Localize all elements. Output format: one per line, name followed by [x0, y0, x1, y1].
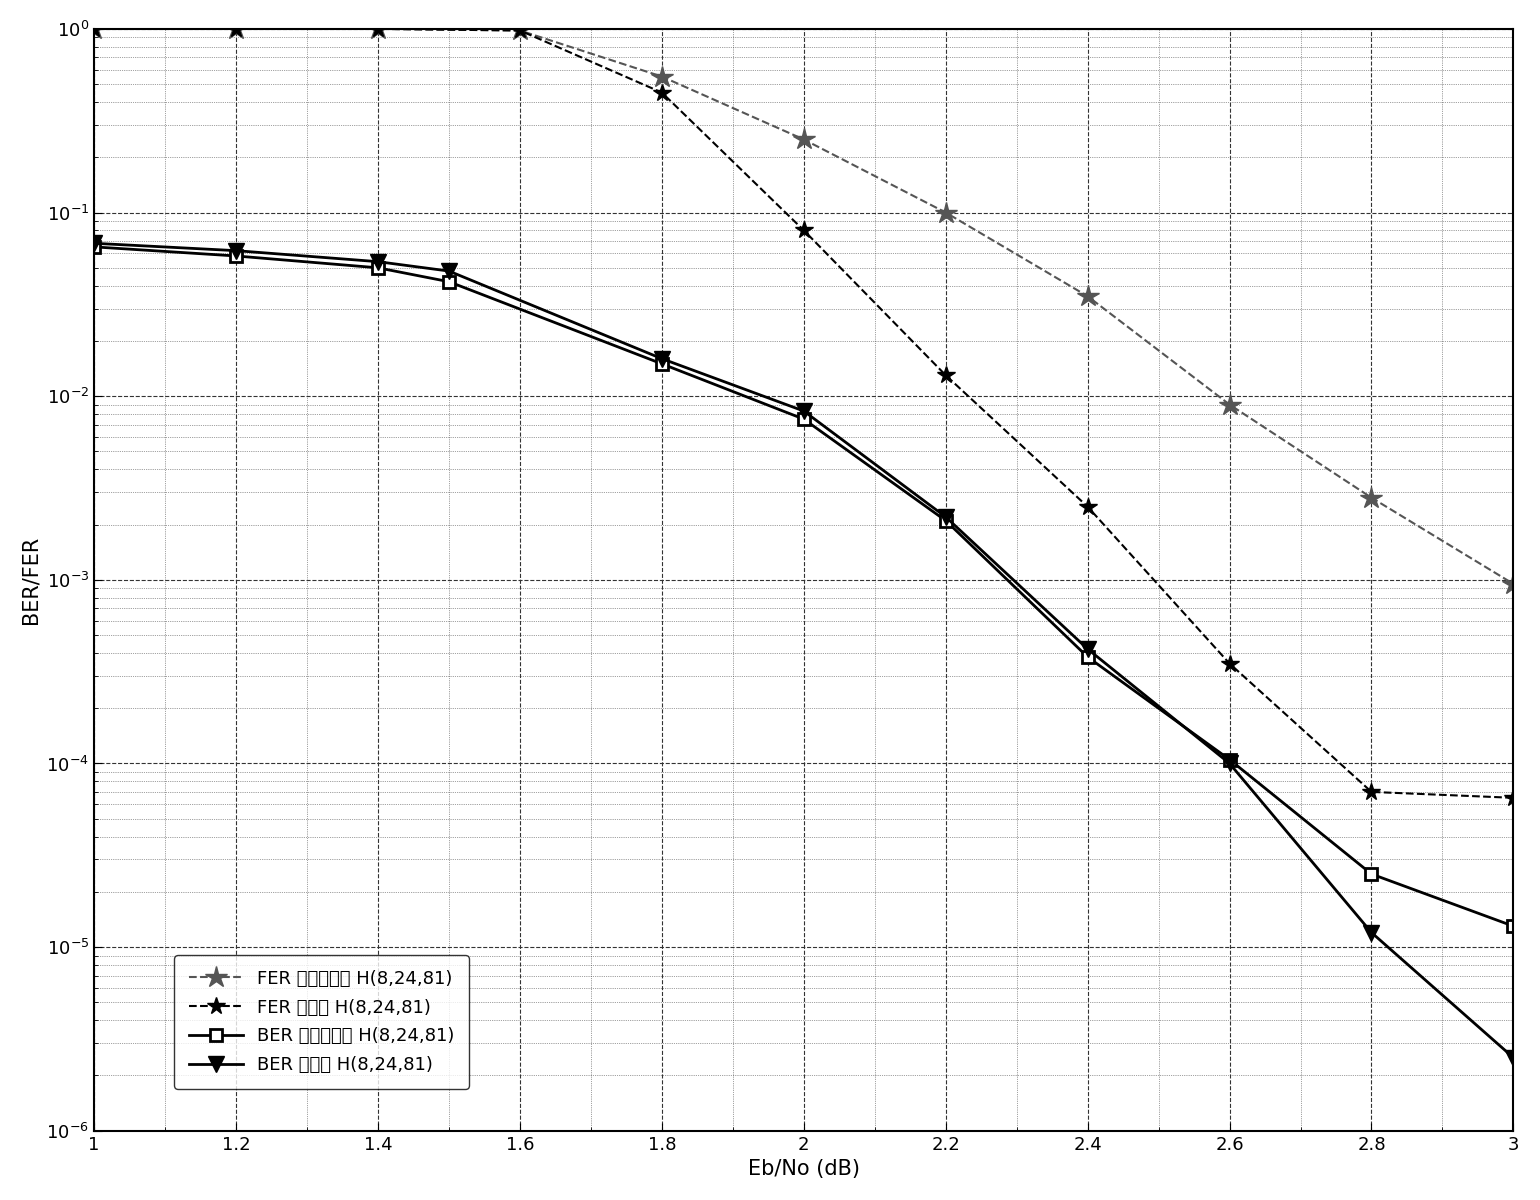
X-axis label: Eb/No (dB): Eb/No (dB) [748, 1159, 859, 1180]
FER 近似双对角 H(8,24,81) [1363, 491, 1381, 505]
FER 新发明 H(8,24,81) [653, 85, 671, 100]
FER 新发明 H(8,24,81) [1078, 499, 1096, 514]
BER 新发明 H(8,24,81) [795, 404, 813, 419]
FER 新发明 H(8,24,81) [795, 223, 813, 238]
BER 近似双对角 H(8,24,81) [1363, 866, 1381, 881]
FER 近似双对角 H(8,24,81) [226, 22, 245, 36]
BER 新发明 H(8,24,81) [1220, 756, 1238, 770]
BER 新发明 H(8,24,81) [85, 236, 103, 251]
BER 新发明 H(8,24,81) [226, 244, 245, 258]
BER 近似双对角 H(8,24,81) [85, 240, 103, 254]
FER 新发明 H(8,24,81) [85, 22, 103, 36]
Y-axis label: BER/FER: BER/FER [22, 535, 42, 624]
FER 新发明 H(8,24,81) [1220, 656, 1238, 671]
BER 新发明 H(8,24,81) [1505, 1050, 1523, 1064]
BER 近似双对角 H(8,24,81) [368, 260, 387, 275]
FER 近似双对角 H(8,24,81) [1220, 397, 1238, 412]
FER 近似双对角 H(8,24,81) [1078, 289, 1096, 304]
BER 新发明 H(8,24,81) [653, 352, 671, 366]
BER 新发明 H(8,24,81) [936, 510, 955, 524]
BER 近似双对角 H(8,24,81) [440, 275, 459, 289]
BER 新发明 H(8,24,81) [440, 264, 459, 278]
BER 新发明 H(8,24,81) [1363, 925, 1381, 940]
FER 近似双对角 H(8,24,81) [936, 205, 955, 220]
Line: FER 近似双对角 H(8,24,81): FER 近似双对角 H(8,24,81) [83, 18, 1525, 595]
BER 近似双对角 H(8,24,81) [1078, 649, 1096, 664]
BER 新发明 H(8,24,81) [368, 254, 387, 269]
Legend: FER 近似双对角 H(8,24,81), FER 新发明 H(8,24,81), BER 近似双对角 H(8,24,81), BER 新发明 H(8,24,8: FER 近似双对角 H(8,24,81), FER 新发明 H(8,24,81)… [174, 955, 470, 1088]
BER 近似双对角 H(8,24,81) [1220, 752, 1238, 767]
FER 近似双对角 H(8,24,81) [368, 22, 387, 36]
FER 新发明 H(8,24,81) [936, 368, 955, 383]
BER 近似双对角 H(8,24,81) [1505, 919, 1523, 934]
FER 近似双对角 H(8,24,81) [653, 70, 671, 84]
FER 近似双对角 H(8,24,81) [85, 22, 103, 36]
BER 新发明 H(8,24,81) [1078, 642, 1096, 656]
FER 新发明 H(8,24,81) [226, 22, 245, 36]
FER 新发明 H(8,24,81) [1363, 785, 1381, 799]
FER 新发明 H(8,24,81) [1505, 791, 1523, 805]
Line: BER 新发明 H(8,24,81): BER 新发明 H(8,24,81) [86, 235, 1522, 1066]
FER 近似双对角 H(8,24,81) [795, 132, 813, 146]
Line: FER 新发明 H(8,24,81): FER 新发明 H(8,24,81) [85, 20, 1523, 806]
BER 近似双对角 H(8,24,81) [936, 514, 955, 528]
FER 近似双对角 H(8,24,81) [1505, 577, 1523, 592]
FER 新发明 H(8,24,81) [368, 22, 387, 36]
Line: BER 近似双对角 H(8,24,81): BER 近似双对角 H(8,24,81) [88, 241, 1520, 932]
BER 近似双对角 H(8,24,81) [226, 248, 245, 263]
BER 近似双对角 H(8,24,81) [653, 356, 671, 371]
FER 近似双对角 H(8,24,81) [511, 23, 530, 37]
FER 新发明 H(8,24,81) [511, 23, 530, 37]
BER 近似双对角 H(8,24,81) [795, 412, 813, 426]
